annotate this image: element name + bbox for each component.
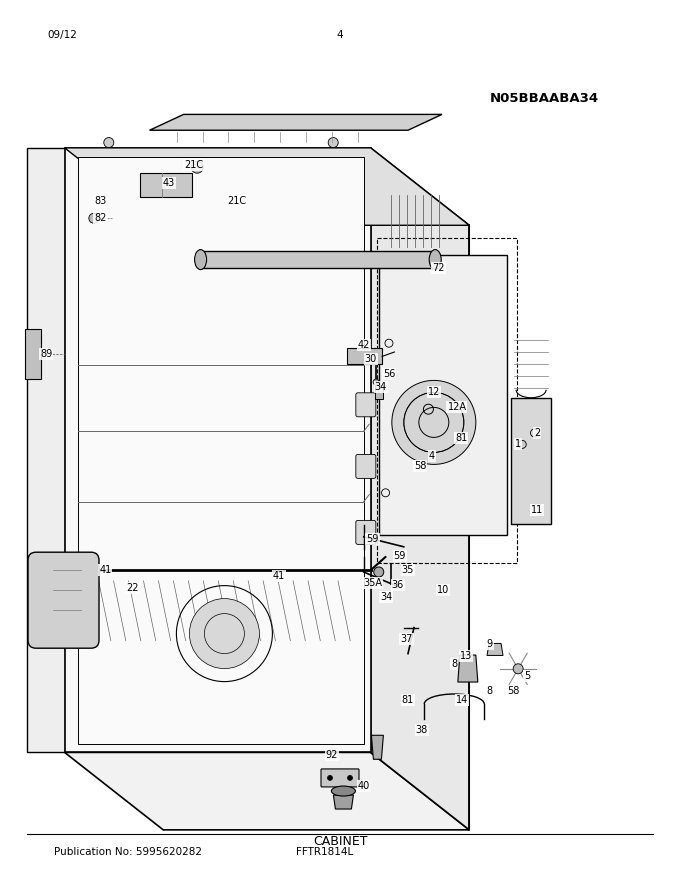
FancyBboxPatch shape [321, 769, 359, 787]
Text: 34: 34 [375, 382, 387, 392]
FancyBboxPatch shape [356, 520, 376, 545]
Text: 37: 37 [401, 634, 413, 644]
Text: 41: 41 [273, 571, 285, 582]
Text: 59: 59 [394, 551, 406, 561]
Polygon shape [371, 148, 469, 830]
FancyBboxPatch shape [28, 553, 99, 649]
Circle shape [190, 598, 259, 669]
Text: 81: 81 [455, 433, 467, 444]
Polygon shape [65, 148, 469, 225]
Text: 35: 35 [402, 565, 414, 576]
Polygon shape [24, 329, 41, 378]
Text: 30: 30 [364, 354, 377, 364]
Polygon shape [201, 251, 435, 268]
Circle shape [89, 213, 99, 224]
Text: 40: 40 [358, 781, 370, 791]
Text: 14: 14 [456, 694, 469, 705]
Circle shape [373, 379, 379, 385]
Text: 8: 8 [451, 659, 458, 670]
Text: 10: 10 [437, 584, 449, 595]
Text: 8: 8 [486, 686, 493, 696]
Text: 21C: 21C [184, 160, 203, 171]
Text: 9: 9 [486, 639, 493, 649]
Text: 41: 41 [99, 565, 112, 576]
Polygon shape [458, 655, 478, 682]
Text: N05BBAABA34: N05BBAABA34 [490, 92, 598, 105]
Circle shape [328, 137, 338, 148]
Text: 2: 2 [534, 428, 541, 438]
Polygon shape [65, 752, 469, 830]
Ellipse shape [331, 786, 356, 796]
Text: 83: 83 [95, 195, 107, 206]
Polygon shape [375, 385, 384, 399]
Text: 89: 89 [40, 348, 52, 359]
Text: 4: 4 [337, 30, 343, 40]
Text: 82: 82 [95, 213, 107, 224]
Text: 72: 72 [432, 263, 445, 274]
Text: 58: 58 [414, 461, 426, 472]
Polygon shape [371, 736, 384, 759]
Text: 13: 13 [460, 650, 472, 661]
Text: 34: 34 [380, 591, 392, 602]
Circle shape [104, 137, 114, 148]
Circle shape [347, 775, 352, 781]
Polygon shape [65, 148, 371, 752]
Text: 36: 36 [392, 580, 404, 590]
Polygon shape [511, 398, 551, 524]
Text: 42: 42 [358, 340, 370, 350]
Text: 4: 4 [428, 451, 435, 461]
Polygon shape [27, 148, 65, 752]
Polygon shape [78, 157, 364, 744]
Circle shape [518, 440, 526, 449]
Text: 92: 92 [326, 750, 338, 760]
Polygon shape [347, 348, 382, 364]
Ellipse shape [429, 250, 441, 269]
Text: 81: 81 [402, 694, 414, 705]
Text: FFTR1814L: FFTR1814L [296, 847, 353, 857]
Circle shape [328, 775, 333, 781]
Text: 11: 11 [531, 505, 543, 516]
FancyBboxPatch shape [356, 454, 376, 479]
Text: 12A: 12A [447, 401, 466, 412]
Text: 21C: 21C [227, 195, 246, 206]
Text: 5: 5 [524, 671, 530, 681]
Text: 43: 43 [163, 178, 175, 188]
Polygon shape [140, 172, 192, 197]
Circle shape [513, 664, 523, 674]
Text: Publication No: 5995620282: Publication No: 5995620282 [54, 847, 203, 857]
Text: 38: 38 [415, 725, 428, 736]
Text: CABINET: CABINET [313, 835, 367, 847]
Text: 59: 59 [367, 533, 379, 544]
Text: 56: 56 [383, 369, 395, 379]
Text: 58: 58 [507, 686, 520, 696]
Text: 12: 12 [428, 386, 440, 397]
Circle shape [392, 380, 476, 465]
Text: 22: 22 [126, 583, 139, 593]
Polygon shape [487, 643, 503, 656]
Polygon shape [333, 795, 354, 809]
Text: 09/12: 09/12 [48, 30, 78, 40]
Circle shape [205, 613, 244, 654]
Polygon shape [379, 255, 507, 535]
Text: 1: 1 [515, 439, 522, 450]
FancyBboxPatch shape [356, 392, 376, 417]
Ellipse shape [194, 250, 207, 269]
Text: 35A: 35A [363, 577, 382, 588]
Circle shape [374, 567, 384, 577]
Circle shape [191, 161, 203, 173]
Polygon shape [150, 114, 442, 130]
